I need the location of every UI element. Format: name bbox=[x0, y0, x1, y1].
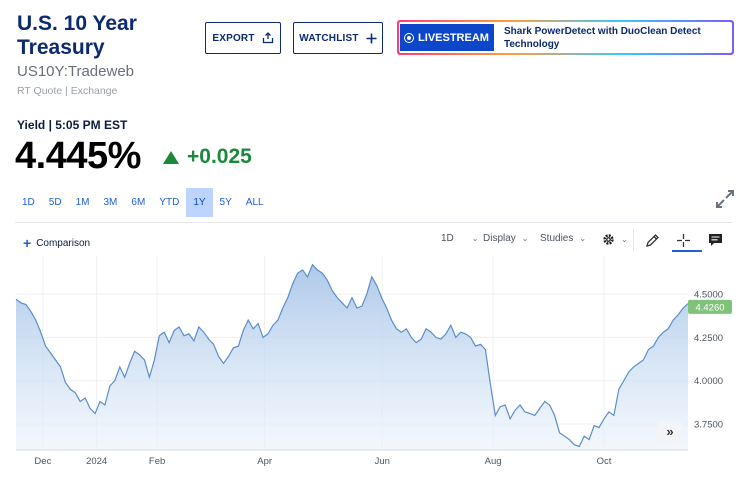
quote-source: RT Quote | Exchange bbox=[17, 85, 118, 97]
range-6m[interactable]: 6M bbox=[131, 197, 146, 208]
yield-area bbox=[16, 264, 688, 450]
ticker-symbol: US10Y:Tradeweb bbox=[17, 63, 135, 80]
interval-dropdown[interactable]: 1D ⌄ bbox=[441, 233, 479, 244]
yield-label: Yield | 5:05 PM EST bbox=[17, 118, 128, 132]
price-change: +0.025 bbox=[163, 145, 252, 169]
chevron-down-icon: ⌄ bbox=[621, 235, 628, 244]
y-tick-label: 3.7500 bbox=[694, 420, 723, 431]
y-tick-label: 4.2500 bbox=[694, 333, 723, 344]
range-ytd[interactable]: YTD bbox=[159, 197, 180, 208]
livestream-banner[interactable]: LIVESTREAM Shark PowerDetect with DuoCle… bbox=[397, 20, 734, 55]
x-tick-label: Oct bbox=[597, 456, 612, 467]
range-1m[interactable]: 1M bbox=[75, 197, 90, 208]
range-selector: 1D 5D 1M 3M 6M YTD 1Y 5Y ALL bbox=[15, 188, 271, 217]
range-1d[interactable]: 1D bbox=[22, 197, 35, 208]
watchlist-button[interactable]: WATCHLIST bbox=[293, 22, 383, 54]
chevron-down-icon: ⌄ bbox=[579, 234, 587, 243]
last-value-badge bbox=[688, 299, 732, 314]
studies-dropdown[interactable]: Studies ⌄ bbox=[540, 233, 586, 244]
last-value-label: 4.4260 bbox=[695, 302, 724, 313]
range-5d[interactable]: 5D bbox=[48, 197, 62, 208]
pencil-icon bbox=[645, 233, 659, 247]
chevron-down-icon: ⌄ bbox=[521, 234, 529, 243]
plus-icon: + bbox=[23, 235, 32, 251]
share-icon bbox=[262, 32, 273, 44]
chevron-down-icon: ⌄ bbox=[471, 234, 479, 243]
range-all[interactable]: ALL bbox=[245, 197, 264, 208]
comparison-button[interactable]: + Comparison bbox=[23, 235, 90, 251]
price-change-value: +0.025 bbox=[187, 145, 252, 168]
y-tick-label: 4.5000 bbox=[694, 290, 723, 301]
expand-icon[interactable] bbox=[715, 189, 735, 209]
last-price: 4.445% bbox=[15, 135, 141, 177]
live-dot-icon bbox=[405, 33, 414, 42]
x-tick-label: Apr bbox=[257, 456, 272, 467]
range-5y[interactable]: 5Y bbox=[219, 197, 232, 208]
x-tick-label: Dec bbox=[34, 456, 51, 467]
x-tick-label: Feb bbox=[149, 456, 165, 467]
watchlist-label: WATCHLIST bbox=[299, 32, 359, 44]
page-title: U.S. 10 Year Treasury bbox=[17, 12, 137, 59]
range-3m[interactable]: 3M bbox=[103, 197, 118, 208]
export-label: EXPORT bbox=[212, 32, 255, 44]
yield-chart[interactable]: Dec 2024 Feb Apr Jun Aug Oct 4.5000 4.2500 4.0000… bbox=[0, 252, 740, 477]
draw-tool-button[interactable] bbox=[641, 229, 663, 251]
livestream-label: LIVESTREAM bbox=[418, 31, 489, 44]
interval-label: 1D bbox=[441, 233, 454, 244]
livestream-badge: LIVESTREAM bbox=[400, 24, 494, 51]
export-button[interactable]: EXPORT bbox=[205, 22, 281, 54]
crosshair-active-indicator bbox=[672, 250, 702, 252]
plus-icon bbox=[366, 33, 377, 43]
display-label: Display bbox=[483, 233, 516, 244]
range-1y[interactable]: 1Y bbox=[186, 188, 213, 217]
crosshair-button[interactable] bbox=[672, 229, 694, 251]
scroll-to-latest-button[interactable]: » bbox=[658, 421, 682, 441]
comparison-label: Comparison bbox=[36, 237, 91, 249]
toolbar-divider bbox=[15, 222, 732, 223]
display-dropdown[interactable]: Display ⌄ bbox=[483, 233, 529, 244]
livestream-title: Shark PowerDetect with DuoClean Detect T… bbox=[504, 25, 701, 50]
double-chevron-right-icon: » bbox=[666, 423, 674, 439]
annotation-button[interactable] bbox=[704, 229, 726, 251]
studies-label: Studies bbox=[540, 233, 574, 244]
toolbar-separator bbox=[633, 229, 634, 251]
x-tick-label: Aug bbox=[485, 456, 502, 467]
x-tick-label: Jun bbox=[375, 456, 390, 467]
yield-line bbox=[15, 263, 689, 448]
settings-dropdown[interactable]: ⌄ bbox=[602, 233, 628, 246]
y-tick-label: 4.0000 bbox=[694, 376, 723, 387]
crosshair-icon bbox=[676, 233, 690, 247]
up-arrow-icon bbox=[163, 150, 179, 164]
gear-icon bbox=[603, 234, 614, 245]
comment-icon bbox=[708, 234, 722, 246]
x-tick-label: 2024 bbox=[86, 456, 107, 467]
